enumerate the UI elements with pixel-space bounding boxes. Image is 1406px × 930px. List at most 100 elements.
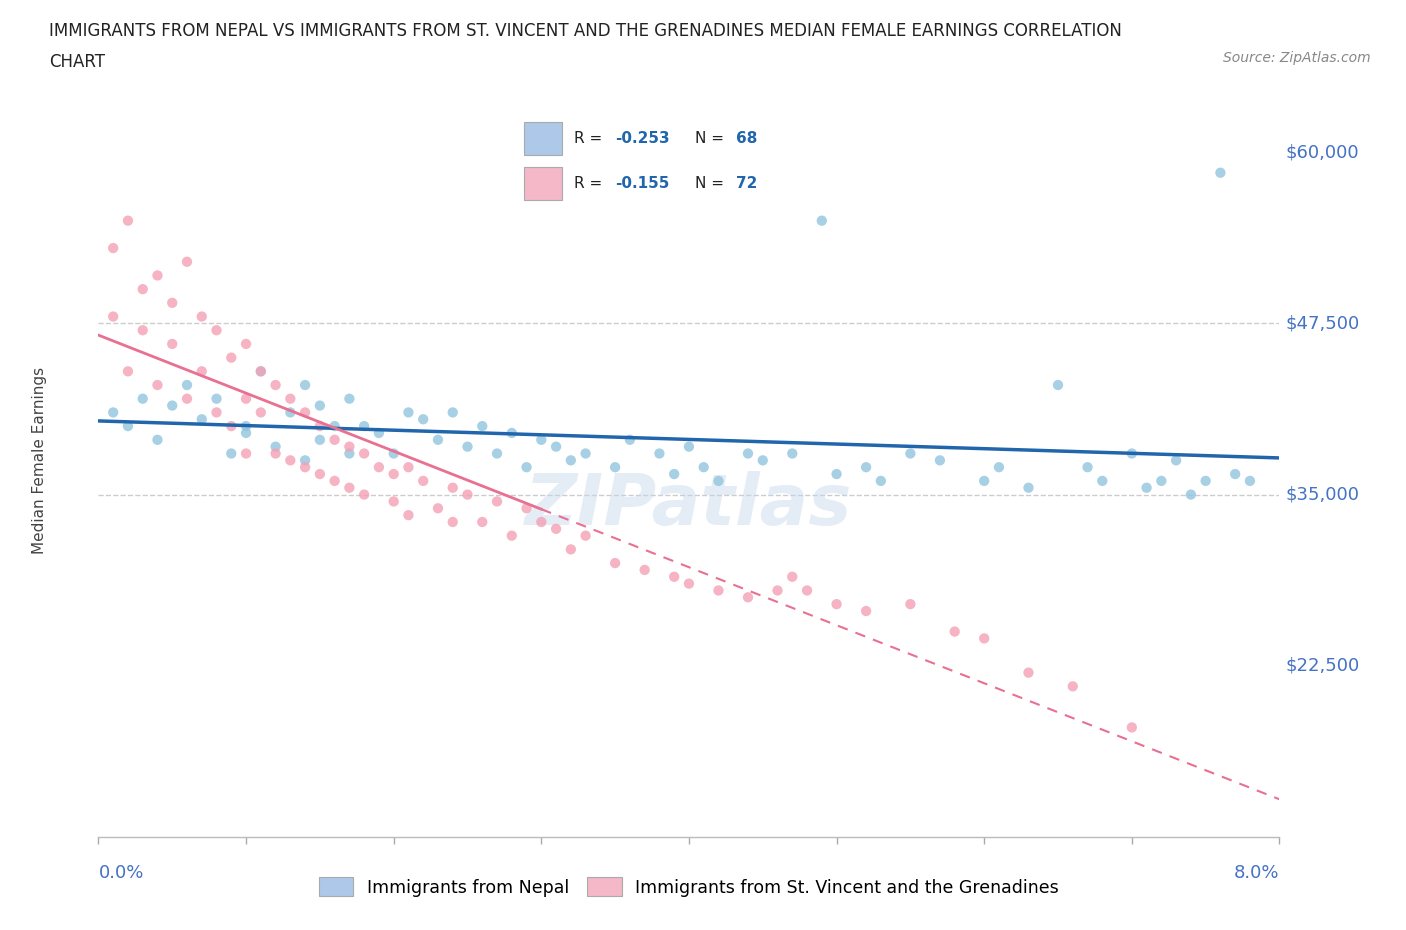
Point (146, 432, 169, 447)
Point (486, 446, 509, 461)
Point (471, 418, 494, 433)
Point (1180, 487, 1202, 502)
Point (1136, 480, 1159, 495)
Point (471, 514, 494, 529)
Point (117, 364, 139, 379)
Point (1225, 467, 1247, 482)
Point (294, 405, 316, 419)
Point (264, 378, 287, 392)
Point (191, 309, 214, 324)
Point (205, 323, 228, 338)
Point (427, 501, 450, 516)
Point (737, 590, 759, 604)
Point (353, 446, 375, 461)
Text: CHART: CHART (49, 53, 105, 71)
Point (988, 459, 1011, 474)
Point (339, 446, 361, 461)
Point (221, 351, 243, 365)
Point (280, 453, 302, 468)
Point (162, 337, 183, 352)
Point (264, 446, 287, 461)
Point (221, 446, 243, 461)
Point (752, 453, 775, 468)
Point (501, 426, 523, 441)
Point (619, 432, 641, 447)
Point (412, 473, 434, 488)
Text: 0.0%: 0.0% (98, 864, 143, 883)
Point (146, 268, 169, 283)
Point (117, 418, 139, 433)
Point (441, 514, 464, 529)
Point (176, 378, 198, 392)
Point (855, 459, 877, 474)
Point (368, 426, 391, 441)
Point (530, 514, 553, 529)
Point (782, 446, 804, 461)
Point (323, 418, 346, 433)
Point (339, 392, 361, 406)
Point (664, 569, 686, 584)
Point (323, 473, 346, 488)
Text: ZIPatlas: ZIPatlas (526, 472, 852, 540)
Point (250, 364, 273, 379)
Text: $22,500: $22,500 (1285, 657, 1360, 675)
Point (516, 501, 538, 516)
Point (398, 459, 420, 474)
Point (339, 439, 361, 454)
Point (191, 412, 214, 427)
Point (1195, 473, 1218, 488)
Point (441, 405, 464, 419)
Point (132, 392, 155, 406)
Point (1121, 446, 1143, 461)
Point (103, 309, 125, 324)
Point (162, 398, 183, 413)
Text: $60,000: $60,000 (1285, 143, 1360, 161)
Point (560, 453, 582, 468)
Point (707, 583, 730, 598)
Point (368, 459, 391, 474)
Point (575, 528, 598, 543)
Point (825, 597, 848, 612)
Point (678, 577, 700, 591)
Point (309, 467, 332, 482)
Point (943, 624, 966, 639)
Point (1121, 720, 1143, 735)
Point (382, 446, 405, 461)
Point (235, 426, 257, 441)
Point (929, 453, 952, 468)
Text: IMMIGRANTS FROM NEPAL VS IMMIGRANTS FROM ST. VINCENT AND THE GRENADINES MEDIAN F: IMMIGRANTS FROM NEPAL VS IMMIGRANTS FROM… (49, 22, 1122, 40)
Point (634, 563, 657, 578)
Point (382, 467, 405, 482)
Point (250, 364, 273, 379)
Point (235, 446, 257, 461)
Point (737, 446, 759, 461)
Point (973, 631, 995, 645)
Point (191, 364, 214, 379)
Point (575, 446, 598, 461)
Point (1046, 378, 1070, 392)
Point (309, 432, 332, 447)
Point (766, 583, 789, 598)
Point (605, 555, 627, 570)
Point (103, 405, 125, 419)
Point (280, 392, 302, 406)
Point (811, 213, 834, 228)
Point (546, 522, 568, 537)
Point (900, 597, 922, 612)
Point (825, 467, 848, 482)
Point (235, 418, 257, 433)
Point (427, 432, 450, 447)
Legend: Immigrants from Nepal, Immigrants from St. Vincent and the Grenadines: Immigrants from Nepal, Immigrants from S… (312, 870, 1066, 904)
Point (560, 542, 582, 557)
Point (1166, 453, 1188, 468)
Point (412, 412, 434, 427)
Point (870, 473, 893, 488)
Point (398, 508, 420, 523)
Point (501, 528, 523, 543)
Point (1018, 665, 1040, 680)
Point (693, 459, 716, 474)
Point (176, 392, 198, 406)
Point (796, 583, 818, 598)
Point (1209, 166, 1232, 180)
Point (973, 473, 995, 488)
